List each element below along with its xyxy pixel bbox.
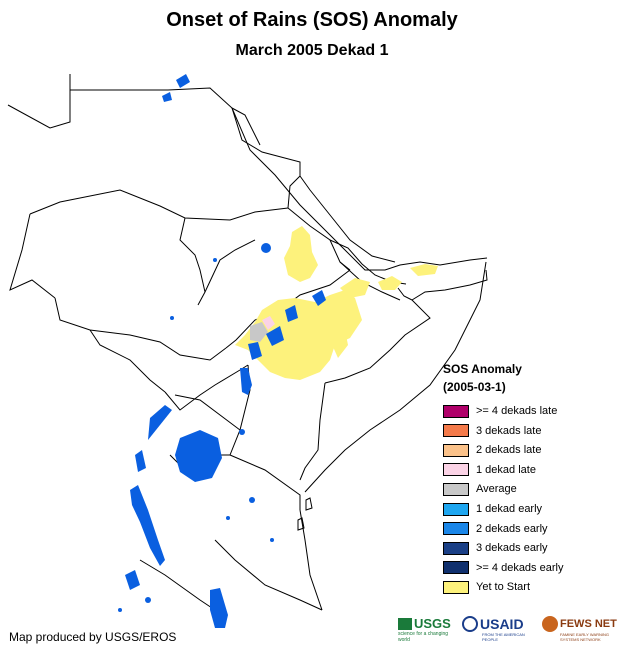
border-eritrea [339, 261, 401, 301]
legend-item: 3 dekads early [443, 541, 548, 555]
yet-to-start-regions [235, 226, 438, 380]
coastline [231, 107, 488, 271]
border-sudan-north [204, 239, 256, 293]
average-patch [250, 322, 268, 342]
legend-label: 2 dekads early [476, 522, 548, 535]
legend-label: Average [476, 483, 517, 496]
se-ethiopia-yellow [330, 330, 348, 358]
sudan-blue-dot [261, 243, 271, 253]
border-tanzania-south [214, 539, 323, 611]
ethiopia-blue-1 [312, 290, 326, 306]
kenya-blue-dot-2 [249, 497, 255, 503]
legend-label: 1 dekad early [476, 503, 543, 515]
border-djibouti [397, 287, 413, 301]
legend-label: 2 dekads late [476, 444, 542, 457]
legend-swatch [443, 404, 469, 418]
fewsnet-logo: FEWS NET FAMINE EARLY WARNING SYSTEMS NE… [542, 616, 622, 642]
legend-swatch [443, 580, 469, 594]
map-subtitle: March 2005 Dekad 1 [235, 42, 389, 59]
border-somalia-coast [304, 261, 487, 493]
lake-tanganyika [130, 485, 165, 566]
legend-swatch [443, 522, 469, 536]
legend-item: 2 dekads late [443, 443, 541, 457]
red-sea-coast [231, 107, 488, 271]
border-tanzania [299, 509, 323, 611]
legend-label: Yet to Start [476, 581, 531, 594]
legend-label: >= 4 dekads early [476, 561, 564, 574]
ethiopia-north-yellow [284, 226, 318, 282]
egypt-blue-2 [162, 92, 172, 102]
border-zambia [139, 559, 216, 611]
pemba [305, 497, 313, 511]
border-kenya-tanzania [229, 454, 301, 510]
country-borders [7, 74, 488, 611]
car-blue-dot [170, 316, 174, 320]
legend-item: 2 dekads early [443, 522, 548, 536]
ethiopia-blue-4 [285, 305, 298, 322]
legend-swatch [443, 541, 469, 555]
map-title: Onset of Rains (SOS) Anomaly [166, 9, 458, 31]
border-egypt [69, 74, 301, 209]
legend-label: >= 4 dekads late [476, 405, 558, 417]
late-patch [262, 316, 275, 330]
sudan-blue-dot-2 [213, 258, 217, 262]
lake-malawi [210, 588, 228, 628]
border-car-south [89, 329, 166, 393]
anomaly-patches [250, 316, 275, 342]
border-chad [9, 213, 56, 299]
legend-swatch [443, 463, 469, 477]
tanzania-blue-dot-2 [270, 538, 274, 542]
border-libya [7, 90, 71, 129]
legend-item: >= 4 dekads late [443, 404, 557, 418]
border-ethiopia-somalia [324, 299, 431, 384]
credit-text: Map produced by USGS/EROS [9, 630, 177, 644]
lake-turkana [240, 368, 252, 395]
legend-item: Average [443, 482, 517, 496]
lake-albert [148, 405, 172, 440]
early-rain-regions [118, 74, 326, 628]
border-chad-east [179, 217, 206, 306]
somaliland-yellow [410, 264, 438, 276]
legend-item: 3 dekads late [443, 424, 541, 438]
legend-swatch [443, 424, 469, 438]
legend-swatch [443, 482, 469, 496]
legend-title: SOS Anomaly [443, 362, 522, 376]
border-libya-south [29, 189, 289, 221]
border-kenya [299, 382, 326, 481]
legend-label: 3 dekads late [476, 424, 542, 437]
drc-blue-dot-2 [118, 608, 122, 612]
ethiopia-blue-2 [266, 326, 284, 346]
arabia-coast [299, 175, 396, 263]
usaid-logo: USAID FROM THE AMERICAN PEOPLE [462, 616, 540, 642]
legend-swatch [443, 561, 469, 575]
zanzibar [297, 517, 305, 531]
border-car [54, 297, 227, 361]
border-somaliland [411, 269, 488, 301]
legend-item: 1 dekad early [443, 502, 542, 516]
border-drc [164, 364, 249, 411]
legend-label: 3 dekads early [476, 542, 548, 555]
usgs-logo: USGS science for a changing world [398, 616, 451, 643]
egypt-blue-1 [176, 74, 190, 88]
legend-swatch [443, 502, 469, 516]
sinai [231, 107, 261, 146]
islands [297, 497, 313, 531]
ethiopia-east-yellow [340, 278, 370, 298]
djibouti-yellow [378, 276, 402, 290]
legend-item: >= 4 dekads early [443, 561, 563, 575]
drc-blue-dot-1 [145, 597, 151, 603]
kenya-blue-dot-1 [239, 429, 245, 435]
lake-rukwa [125, 570, 140, 590]
tanzania-blue-dot-1 [226, 516, 230, 520]
lake-victoria [175, 430, 222, 482]
legend-date: (2005-03-1) [443, 380, 506, 394]
legend-label: 1 dekad late [476, 463, 536, 476]
lake-kivu [135, 450, 146, 472]
legend-item: Yet to Start [443, 580, 530, 594]
ethiopia-blue-3 [248, 342, 262, 360]
legend-swatch [443, 443, 469, 457]
legend-item: 1 dekad late [443, 463, 536, 477]
ethiopia-central-yellow [235, 290, 362, 380]
